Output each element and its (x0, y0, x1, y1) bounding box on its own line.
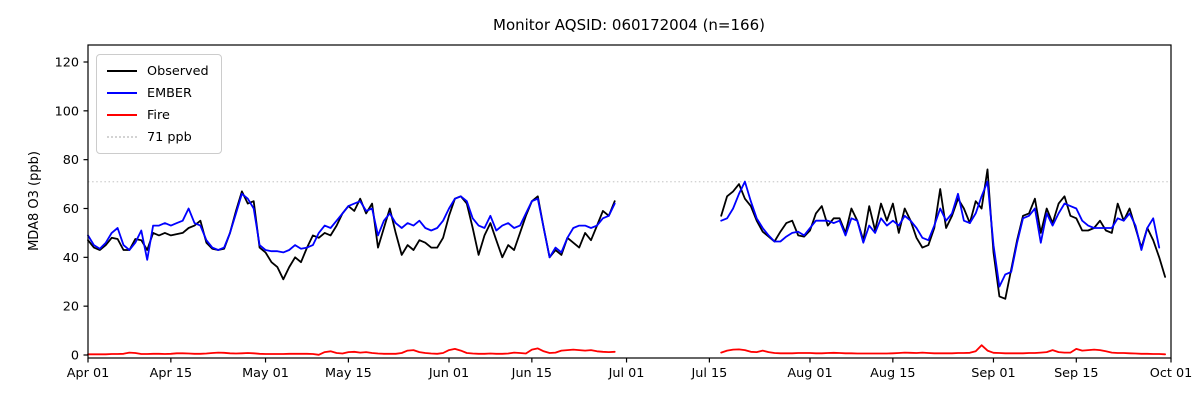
x-tick-label-jun-15: Jun 15 (511, 366, 552, 381)
y-tick-label-80: 80 (63, 153, 79, 168)
y-tick-label-0: 0 (71, 349, 79, 364)
fire-line-swatch (107, 114, 137, 116)
series-line-observed-seg2 (720, 168, 1166, 300)
series-line-ember-seg2 (720, 180, 1161, 288)
x-tick-label-aug-15: Aug 15 (870, 366, 915, 381)
x-tick-label-jun-01: Jun 01 (428, 366, 469, 381)
legend: Observed EMBER Fire 71 ppb (96, 54, 222, 154)
legend-label-ember: EMBER (147, 85, 192, 101)
ember-line-swatch (107, 92, 137, 94)
x-tick-label-oct-01: Oct 01 (1150, 366, 1192, 381)
legend-label-observed: Observed (147, 63, 209, 79)
axes-frame (87, 44, 1172, 359)
legend-item-observed: Observed (107, 60, 209, 82)
chart-title: Monitor AQSID: 060172004 (n=166) (493, 16, 765, 34)
observed-line-swatch (107, 70, 137, 72)
y-tick-label-20: 20 (63, 300, 79, 315)
x-tick-label-may-01: May 01 (242, 366, 289, 381)
x-tick-label-jul-01: Jul 01 (608, 366, 645, 381)
series-line-fire-seg1 (87, 347, 616, 356)
series-line-ember-seg1 (87, 192, 616, 261)
x-tick-label-may-15: May 15 (325, 366, 372, 381)
legend-item-ember: EMBER (107, 82, 209, 104)
legend-item-threshold: 71 ppb (107, 126, 209, 148)
legend-label-fire: Fire (147, 107, 170, 123)
y-tick-label-40: 40 (63, 251, 79, 266)
y-axis-ticks: 0 20 40 60 80 100 120 (55, 56, 88, 364)
series-line-fire-seg2 (720, 344, 1166, 356)
legend-label-threshold: 71 ppb (147, 129, 192, 145)
plot-lines (87, 168, 1171, 356)
x-axis-ticks: Apr 01 Apr 15 May 01 May 15 Jun 01 Jun 15 Jul … (67, 358, 1192, 381)
x-tick-label-sep-01: Sep 01 (971, 366, 1015, 381)
threshold-line-swatch (107, 136, 137, 138)
x-tick-label-aug-01: Aug 01 (787, 366, 832, 381)
y-tick-label-120: 120 (55, 56, 79, 71)
legend-item-fire: Fire (107, 104, 209, 126)
y-tick-label-60: 60 (63, 202, 79, 217)
x-tick-label-apr-01: Apr 01 (67, 366, 110, 381)
y-tick-label-100: 100 (55, 104, 79, 119)
y-axis-label: MDA8 O3 (ppb) (27, 151, 42, 251)
x-tick-label-sep-15: Sep 15 (1054, 366, 1098, 381)
x-tick-label-apr-15: Apr 15 (150, 366, 193, 381)
x-tick-label-jul-15: Jul 15 (690, 366, 727, 381)
